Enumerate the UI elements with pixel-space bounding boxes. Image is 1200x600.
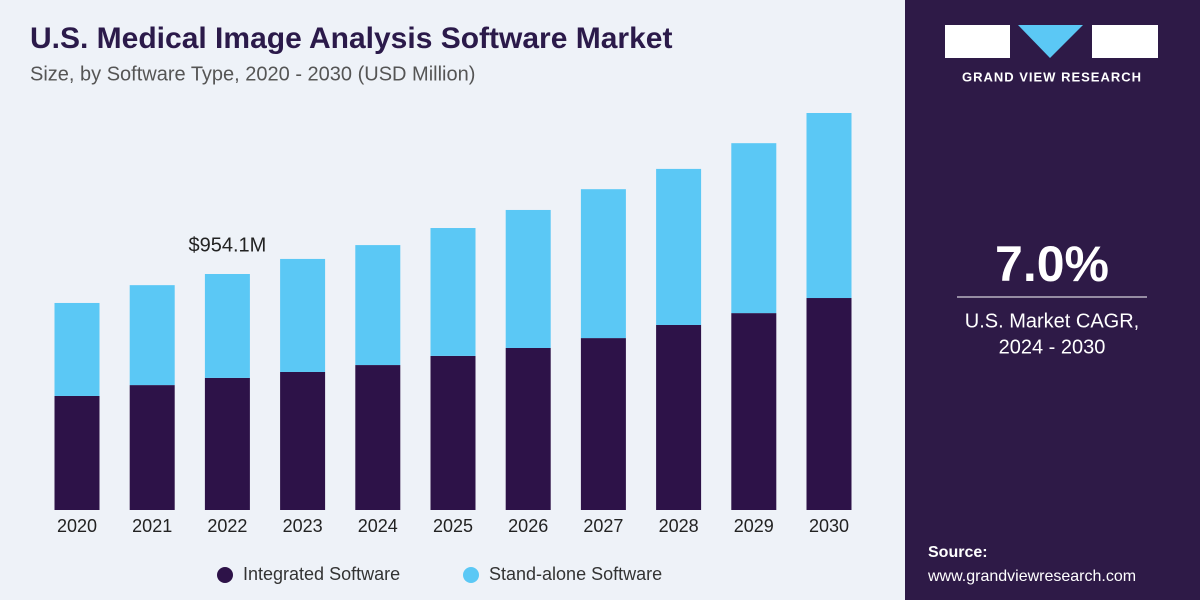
legend-label: Stand-alone Software — [489, 564, 662, 584]
bar-segment — [430, 355, 476, 510]
bar-segment — [355, 365, 401, 510]
x-tick-label: 2024 — [358, 516, 398, 536]
source-url: www.grandviewresearch.com — [927, 568, 1136, 585]
legend-marker — [463, 567, 479, 583]
bar-segment — [505, 347, 551, 510]
bar-segment — [204, 377, 250, 510]
bar-segment — [731, 313, 777, 510]
bar-segment — [129, 385, 175, 510]
x-tick-label: 2030 — [809, 516, 849, 536]
bar-segment — [505, 209, 551, 348]
bar-segment — [656, 324, 702, 510]
x-tick-label: 2025 — [433, 516, 473, 536]
x-tick-label: 2028 — [659, 516, 699, 536]
legend-label: Integrated Software — [243, 564, 400, 584]
bar-segment — [54, 302, 100, 396]
chart-subtitle: Size, by Software Type, 2020 - 2030 (USD… — [30, 63, 475, 85]
legend-marker — [217, 567, 233, 583]
bar-segment — [204, 274, 250, 378]
brand: GRAND VIEW RESEARCH — [962, 69, 1142, 84]
bar-segment — [580, 338, 626, 510]
bar-segment — [806, 298, 852, 510]
logo-box — [945, 25, 1010, 58]
logo — [945, 25, 1158, 58]
x-tick-label: 2023 — [283, 516, 323, 536]
source-label: Source: — [928, 544, 988, 561]
bar-segment — [280, 258, 326, 372]
x-tick-label: 2026 — [508, 516, 548, 536]
x-tick-label: 2027 — [583, 516, 623, 536]
bar-segment — [430, 228, 476, 356]
bar-segment — [731, 143, 777, 314]
cagr-value: 7.0% — [995, 236, 1109, 292]
bar-segment — [355, 245, 401, 366]
x-tick-label: 2029 — [734, 516, 774, 536]
value-label: $954.1M — [188, 234, 266, 256]
chart-title: U.S. Medical Image Analysis Software Mar… — [30, 22, 672, 55]
cagr-caption: 2024 - 2030 — [999, 336, 1106, 358]
x-tick-label: 2021 — [132, 516, 172, 536]
sidebar-background — [905, 0, 1200, 600]
logo-triangle — [1018, 25, 1083, 58]
cagr-caption: U.S. Market CAGR, — [965, 310, 1139, 332]
x-tick-label: 2022 — [207, 516, 247, 536]
x-tick-label: 2020 — [57, 516, 97, 536]
bar-segment — [129, 285, 175, 386]
bar-segment — [580, 189, 626, 339]
bar-segment — [806, 113, 852, 299]
bar-segment — [280, 371, 326, 510]
bar-segment — [656, 168, 702, 325]
bar-segment — [54, 395, 100, 510]
logo-box — [1092, 25, 1158, 58]
